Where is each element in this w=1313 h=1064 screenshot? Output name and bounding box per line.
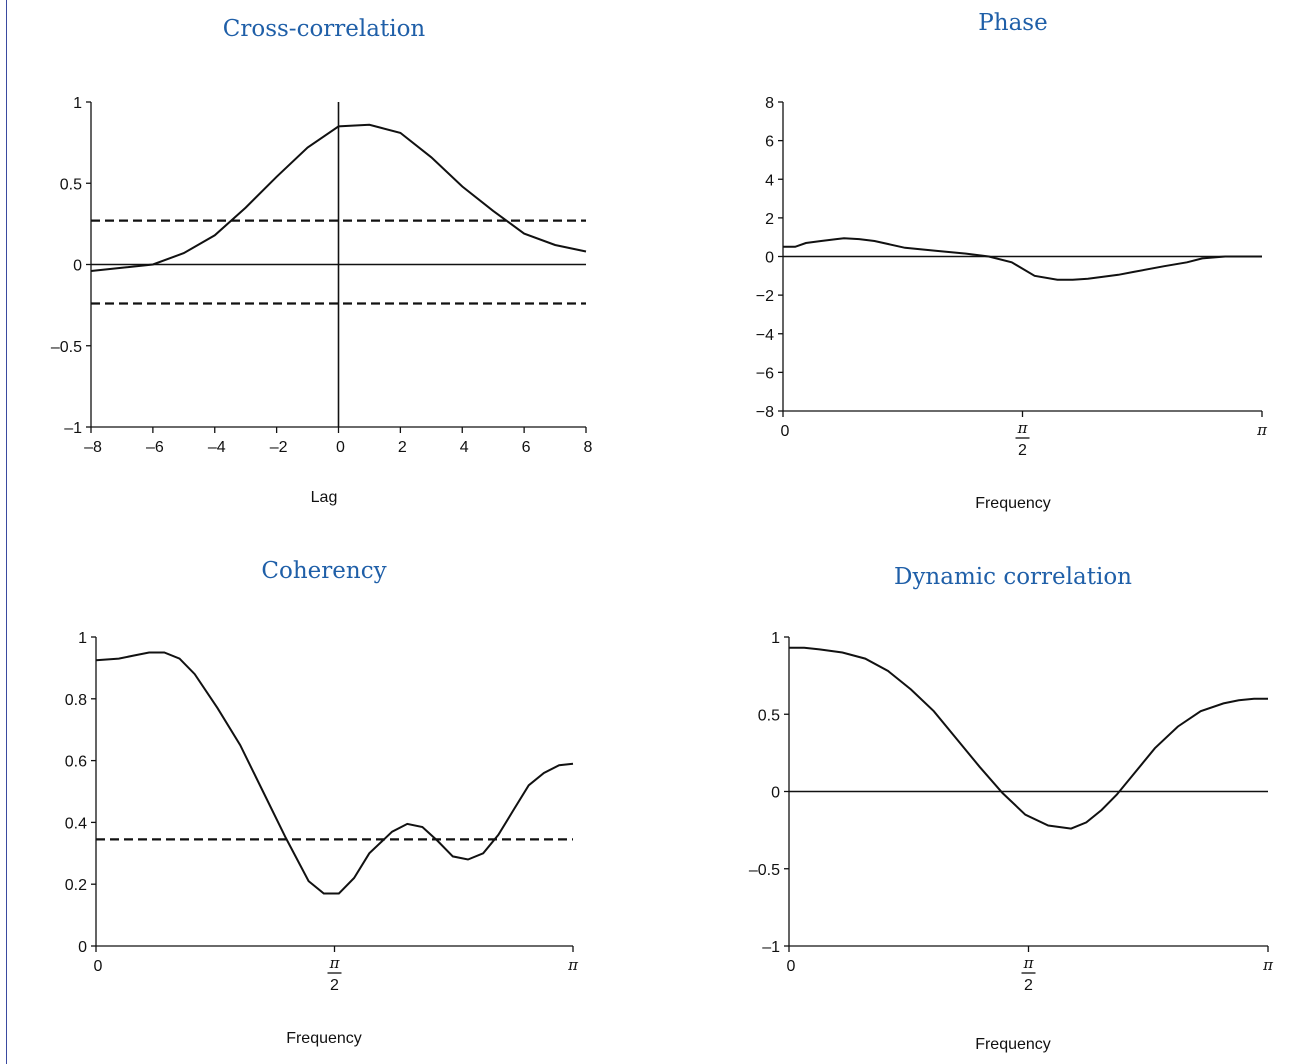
page-left-rule	[6, 0, 7, 1064]
chart-title: Phase	[978, 10, 1047, 36]
chart-dynamic-correlation: Dynamic correlation Frequency –1 –0.5 0 0.5…	[749, 564, 1274, 1053]
x-tick-label: 0	[94, 958, 103, 975]
chart-phase: Phase Frequency −8 −6 −4 −2 0 2 4 6 8 0 π 2 π	[756, 10, 1268, 512]
x-tick-label: 0	[336, 439, 345, 456]
y-tick-label: 6	[765, 134, 774, 151]
x-tick-label: π	[567, 956, 579, 974]
y-tick-label: 0.2	[65, 877, 87, 894]
y-tick-label: 0.4	[65, 815, 87, 832]
chart-title: Coherency	[261, 558, 386, 584]
y-tick-label: 4	[765, 172, 774, 189]
y-tick-label: –1	[64, 420, 82, 437]
y-tick-label: −4	[756, 327, 774, 344]
y-tick-label: 0.5	[60, 176, 82, 193]
x-tick-label: –4	[208, 439, 226, 456]
y-tick-label: 0	[771, 785, 780, 802]
series-line	[95, 651, 574, 895]
x-tick-label: 0	[787, 958, 796, 975]
y-tick-label: –1	[762, 939, 780, 956]
x-tick-label: 4	[460, 439, 469, 456]
y-tick-label: −8	[756, 404, 774, 421]
chart-cross-correlation: Cross-correlation Lag –1 –0.5 0 0.5 1 –8 –6 –4 –…	[51, 16, 593, 506]
x-axis-label: Lag	[311, 489, 338, 506]
y-tick-label: −2	[756, 288, 774, 305]
x-axis-label: Frequency	[975, 495, 1051, 512]
x-tick-label: 0	[781, 423, 790, 440]
chart-title: Dynamic correlation	[894, 564, 1132, 590]
y-tick-label: –0.5	[51, 339, 82, 356]
x-axis-label: Frequency	[286, 1030, 362, 1047]
x-tick-label: 2	[1018, 442, 1027, 459]
series-line	[90, 123, 587, 272]
y-tick-label: 0.6	[65, 754, 87, 771]
x-tick-label: –6	[146, 439, 164, 456]
y-tick-label: 0	[765, 250, 774, 267]
y-tick-label: −6	[756, 365, 774, 382]
y-tick-label: 0	[73, 258, 82, 275]
x-tick-label: π	[1023, 954, 1035, 972]
y-tick-label: 8	[765, 95, 774, 112]
chart-title: Cross-correlation	[223, 16, 426, 42]
y-tick-label: 1	[73, 95, 82, 112]
y-tick-label: 2	[765, 211, 774, 228]
x-tick-label: 6	[522, 439, 531, 456]
series-line	[783, 237, 1262, 281]
x-tick-label: 2	[1024, 977, 1033, 994]
y-tick-label: 0	[78, 939, 87, 956]
y-tick-label: –0.5	[749, 862, 780, 879]
x-tick-label: π	[1262, 956, 1274, 974]
x-tick-label: 8	[584, 439, 593, 456]
x-tick-label: 2	[330, 977, 339, 994]
x-tick-label: π	[1256, 421, 1268, 439]
chart-coherency: Coherency Frequency 0 0.2 0.4 0.6 0.8 1 0 π 2 π	[65, 558, 579, 1047]
x-tick-label: π	[329, 954, 341, 972]
x-axis-label: Frequency	[975, 1036, 1051, 1053]
y-tick-label: 0.8	[65, 692, 87, 709]
y-tick-label: 1	[78, 630, 87, 647]
y-tick-label: 0.5	[758, 707, 780, 724]
y-tick-label: 1	[771, 630, 780, 647]
series-line	[789, 646, 1268, 830]
x-tick-label: 2	[398, 439, 407, 456]
x-tick-label: π	[1017, 419, 1029, 437]
x-tick-label: –8	[84, 439, 102, 456]
x-tick-label: –2	[270, 439, 288, 456]
